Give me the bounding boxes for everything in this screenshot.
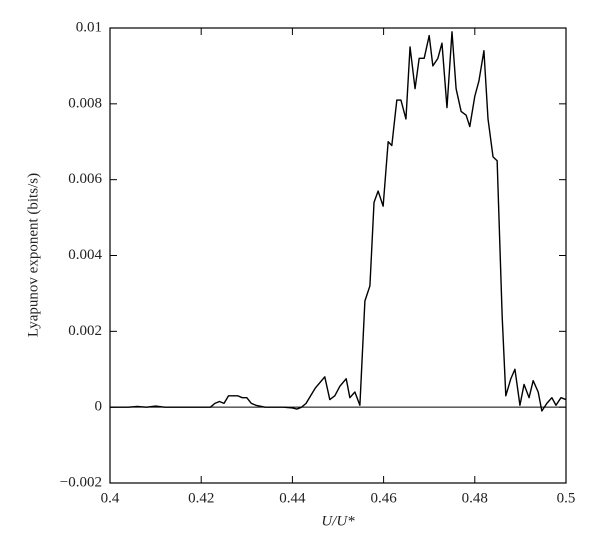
x-tick-label: 0.42 bbox=[188, 490, 214, 506]
y-tick-label: 0.01 bbox=[76, 19, 102, 35]
y-tick-label: 0.002 bbox=[68, 323, 102, 339]
data-line bbox=[110, 31, 567, 412]
y-tick-label: 0 bbox=[95, 399, 103, 415]
x-axis-label: U/U* bbox=[321, 513, 355, 529]
x-tick-label: 0.48 bbox=[462, 490, 488, 506]
y-tick-label: 0.004 bbox=[68, 247, 102, 263]
y-tick-label: −0.002 bbox=[60, 474, 102, 490]
x-tick-label: 0.5 bbox=[557, 490, 576, 506]
y-tick-label: 0.006 bbox=[68, 171, 102, 187]
y-axis-label: Lyapunov exponent (bits/s) bbox=[25, 173, 41, 337]
x-tick-label: 0.44 bbox=[279, 490, 306, 506]
plot-frame bbox=[109, 27, 567, 484]
x-tick-label: 0.46 bbox=[370, 490, 397, 506]
x-tick-label: 0.4 bbox=[101, 490, 120, 506]
y-tick-label: 0.008 bbox=[68, 95, 102, 111]
